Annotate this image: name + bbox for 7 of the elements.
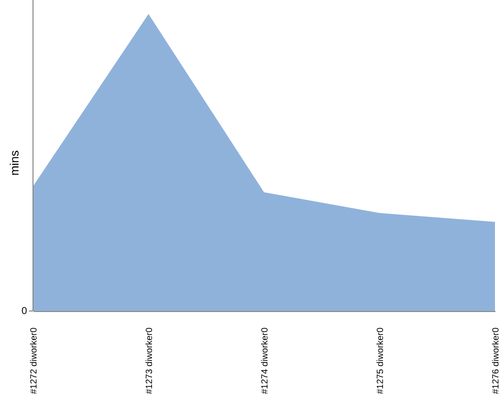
x-tick-label: #1272 diworker0 bbox=[28, 328, 38, 394]
x-tick-label: #1273 diworker0 bbox=[144, 328, 154, 394]
y-axis-title: mins bbox=[8, 150, 22, 176]
x-tick-label: #1275 diworker0 bbox=[375, 328, 385, 394]
x-tick-label: #1276 diworker0 bbox=[490, 328, 500, 394]
x-tick-label: #1274 diworker0 bbox=[260, 328, 270, 394]
text: 0 bbox=[21, 306, 28, 317]
